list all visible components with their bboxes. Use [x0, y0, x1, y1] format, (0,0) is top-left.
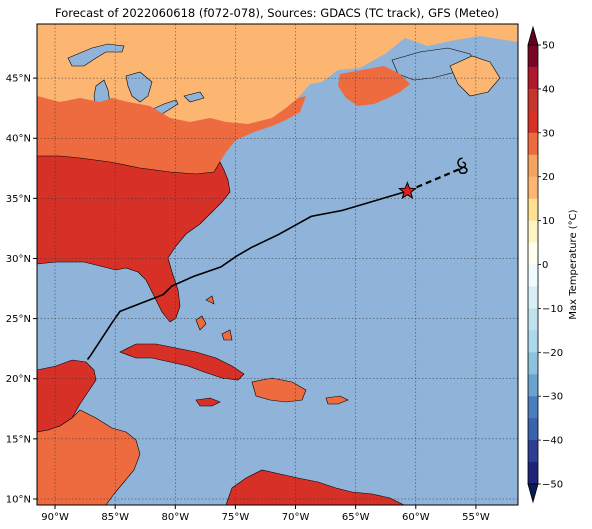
land-bahamas — [195, 295, 233, 341]
tc-track — [86, 157, 468, 360]
colorbar-band — [528, 176, 538, 200]
lon-tick-label: 80°W — [161, 512, 189, 523]
colorbar-band — [528, 264, 538, 287]
colorbar-tick-label: 10 — [542, 216, 555, 227]
lon-tick-label: 70°W — [282, 512, 310, 523]
lake-superior — [67, 43, 125, 67]
colorbar-bands — [528, 45, 538, 485]
colorbar-tick-label: 20 — [542, 172, 555, 183]
colorbar-tick-label: −40 — [542, 436, 563, 447]
map-title: Forecast of 2022060618 (f072-078), Sourc… — [55, 6, 499, 20]
lon-tick-label: 90°W — [41, 512, 69, 523]
colorbar-tick-label: 30 — [542, 128, 555, 139]
colorbar-band — [528, 330, 538, 353]
colorbar-tick-label: 50 — [542, 41, 555, 52]
lon-tick-label: 55°W — [462, 512, 490, 523]
colorbar-band — [528, 374, 538, 397]
colorbar-band — [528, 154, 538, 178]
land-canada-warm — [37, 24, 518, 124]
map-frame — [36, 23, 519, 506]
lat-tick-label: 10°N — [6, 494, 31, 505]
colorbar-band — [528, 88, 538, 112]
map-panel[interactable]: 90°W 85°W 80°W 75°W 70°W 65°W 60°W 55°W 10°N 15°… — [6, 23, 519, 523]
land-temperature-field — [37, 24, 518, 505]
colorbar-tick-label: 40 — [542, 84, 555, 95]
colorbar-label: Max Temperature (°C) — [568, 209, 579, 319]
land-south-america — [225, 469, 405, 505]
colorbar-band — [528, 66, 538, 90]
lon-tick-label: 60°W — [402, 512, 430, 523]
lat-tick-label: 30°N — [6, 254, 31, 265]
colorbar: 50 40 30 20 10 0 −10 −20 −30 −40 −50 Max Temperatu… — [527, 25, 579, 504]
lat-tick-label: 20°N — [6, 374, 31, 385]
colorbar-tick-label: −30 — [542, 392, 563, 403]
land-maritimes-warm — [338, 66, 410, 106]
land-us-south-hot — [37, 155, 231, 323]
colorbar-band — [528, 462, 538, 485]
colorbar-band — [528, 308, 538, 331]
colorbar-band — [528, 45, 538, 68]
colorbar-tick-label: −20 — [542, 348, 563, 359]
colorbar-band — [528, 396, 538, 419]
colorbar-band — [528, 286, 538, 309]
land-cuba — [119, 343, 245, 381]
lon-tick-label: 75°W — [222, 512, 250, 523]
longitude-axis: 90°W 85°W 80°W 75°W 70°W 65°W 60°W 55°W — [41, 505, 490, 523]
colorbar-tick-label: −50 — [542, 480, 563, 491]
lake-ontario — [183, 91, 205, 103]
newfoundland — [449, 55, 501, 97]
land-central-america — [37, 409, 141, 505]
track-past-line — [86, 190, 408, 360]
lake-huron — [125, 71, 153, 103]
land-hispaniola — [251, 377, 307, 403]
lat-tick-label: 35°N — [6, 194, 31, 205]
storm-symbol-icon — [457, 157, 468, 175]
lat-tick-label: 25°N — [6, 314, 31, 325]
land-jamaica — [195, 397, 221, 407]
colorbar-tick-label: −10 — [542, 304, 563, 315]
colorbar-band — [528, 220, 538, 243]
colorbar-band — [528, 418, 538, 441]
colorbar-band — [528, 352, 538, 375]
lat-tick-label: 15°N — [6, 434, 31, 445]
latitude-axis: 10°N 15°N 20°N 25°N 30°N 35°N 40°N 45°N — [6, 74, 37, 505]
colorbar-ticks: 50 40 30 20 10 0 −10 −20 −30 −40 −50 — [538, 41, 563, 491]
land-puerto-rico — [325, 395, 349, 405]
colorbar-band — [528, 132, 538, 156]
colorbar-band — [528, 110, 538, 134]
colorbar-band — [528, 198, 538, 221]
current-position-star[interactable] — [397, 181, 417, 200]
lon-tick-label: 65°W — [342, 512, 370, 523]
colorbar-over-arrow — [527, 25, 539, 46]
colorbar-band — [528, 242, 538, 265]
colorbar-band — [528, 440, 538, 463]
land-us-north-warm — [37, 96, 306, 174]
lat-tick-label: 40°N — [6, 134, 31, 145]
lon-tick-label: 85°W — [101, 512, 129, 523]
colorbar-under-arrow — [527, 483, 539, 504]
colorbar-tick-label: 0 — [542, 260, 548, 271]
lat-tick-label: 45°N — [6, 74, 31, 85]
